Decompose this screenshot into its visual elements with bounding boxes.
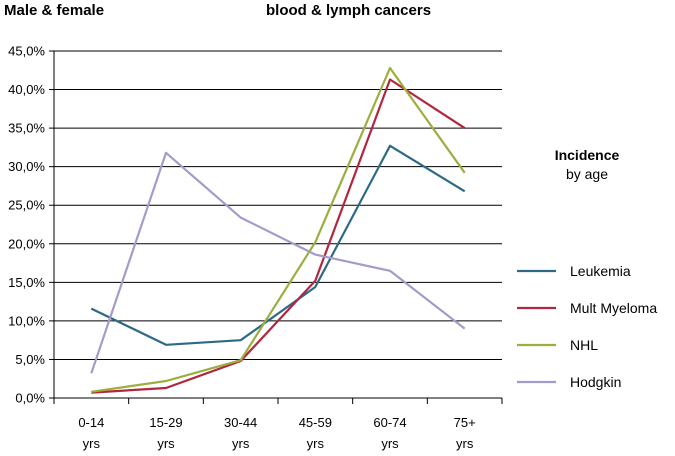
y-tick-label: 15,0% <box>8 275 45 290</box>
x-tick-label-unit: yrs <box>83 436 101 451</box>
y-tick-label: 20,0% <box>8 236 45 251</box>
side-title-line1: Incidence <box>554 147 620 163</box>
side-title-line2: by age <box>565 166 609 182</box>
legend-label-mult-myeloma: Mult Myeloma <box>570 300 657 316</box>
x-tick-label: 60-74 <box>373 415 406 430</box>
y-tick-label: 10,0% <box>8 313 45 328</box>
series-line-hodgkin <box>90 151 466 374</box>
side-title: Incidence by age <box>532 146 642 184</box>
series-line-mult-myeloma <box>91 78 466 394</box>
x-tick-label: 75+ <box>454 415 476 430</box>
x-tick-label: 0-14 <box>78 415 104 430</box>
x-tick-label-unit: yrs <box>232 436 250 451</box>
legend-label-nhl: NHL <box>570 337 598 353</box>
series-line-leukemia <box>90 144 466 346</box>
x-tick-label: 30-44 <box>224 415 257 430</box>
y-tick-label: 5,0% <box>15 352 45 367</box>
x-tick-label-unit: yrs <box>456 436 474 451</box>
series-line-nhl <box>91 66 466 393</box>
x-tick-label: 15-29 <box>149 415 182 430</box>
x-tick-label-unit: yrs <box>307 436 325 451</box>
x-tick-label: 45-59 <box>299 415 332 430</box>
x-tick-label-unit: yrs <box>157 436 175 451</box>
y-tick-label: 40,0% <box>8 82 45 97</box>
x-tick-label-unit: yrs <box>381 436 399 451</box>
y-tick-label: 30,0% <box>8 159 45 174</box>
chart-title-center: blood & lymph cancers <box>266 2 432 19</box>
chart-title-left: Male & female <box>4 2 105 19</box>
y-tick-label: 35,0% <box>8 121 45 136</box>
legend-label-leukemia: Leukemia <box>570 263 631 279</box>
y-tick-label: 25,0% <box>8 198 45 213</box>
y-tick-label: 0,0% <box>15 391 45 406</box>
y-tick-label: 45,0% <box>8 44 45 59</box>
legend-label-hodgkin: Hodgkin <box>570 374 621 390</box>
